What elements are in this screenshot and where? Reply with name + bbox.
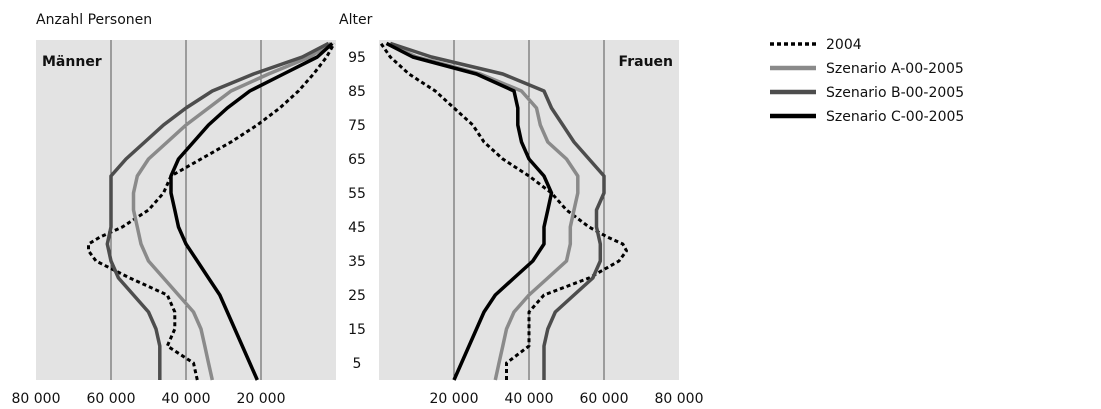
series-line-male-0: [87, 42, 336, 381]
age-tick-label: 15: [348, 322, 366, 338]
legend-label: Szenario A-00-2005: [826, 61, 964, 77]
male-series-group: [87, 41, 336, 381]
x-tick-label-male: 40 000: [162, 391, 211, 407]
legend-label: 2004: [826, 37, 862, 53]
series-line-male-3: [169, 42, 334, 381]
x-tick-labels: 80 000 60 000 40 000 20 000 20 000 40 000 60 0…: [12, 391, 704, 407]
age-tick-label: 25: [348, 288, 366, 304]
age-tick-label: 45: [348, 220, 366, 236]
legend: 2004 Szenario A-00-2005 Szenario B-00-2005…: [770, 37, 964, 125]
age-tick-label: 65: [348, 152, 366, 168]
series-line-male-1: [131, 41, 332, 381]
age-tick-labels: 95 85 75 65 55 45 35 25 15 5: [348, 50, 366, 372]
y-axis-label-count: Anzahl Personen: [36, 12, 152, 28]
x-tick-label-male: 80 000: [12, 391, 61, 407]
x-tick-label-female: 60 000: [580, 391, 629, 407]
series-line-female-1: [385, 41, 580, 381]
age-tick-label: 95: [348, 50, 366, 66]
age-tick-label: 85: [348, 84, 366, 100]
y-axis-label-age: Alter: [339, 12, 373, 28]
legend-label: Szenario B-00-2005: [826, 85, 964, 101]
series-line-female-2: [389, 41, 606, 380]
x-tick-label-male: 20 000: [237, 391, 286, 407]
grid-lines: [110, 40, 605, 380]
female-series-group: [379, 41, 628, 381]
age-tick-label: 5: [353, 356, 362, 372]
x-tick-label-female: 80 000: [655, 391, 704, 407]
age-tick-label: 35: [348, 254, 366, 270]
series-line-male-2: [105, 41, 330, 380]
series-line-female-3: [385, 41, 554, 381]
series-line-female-0: [379, 42, 628, 380]
x-tick-label-female: 40 000: [505, 391, 554, 407]
age-tick-label: 75: [348, 118, 366, 134]
panel-label-male: Männer: [42, 54, 102, 70]
age-tick-label: 55: [348, 186, 366, 202]
legend-label: Szenario C-00-2005: [826, 109, 964, 125]
x-tick-label-male: 60 000: [87, 391, 136, 407]
panel-label-female: Frauen: [619, 54, 673, 70]
x-tick-label-female: 20 000: [430, 391, 479, 407]
